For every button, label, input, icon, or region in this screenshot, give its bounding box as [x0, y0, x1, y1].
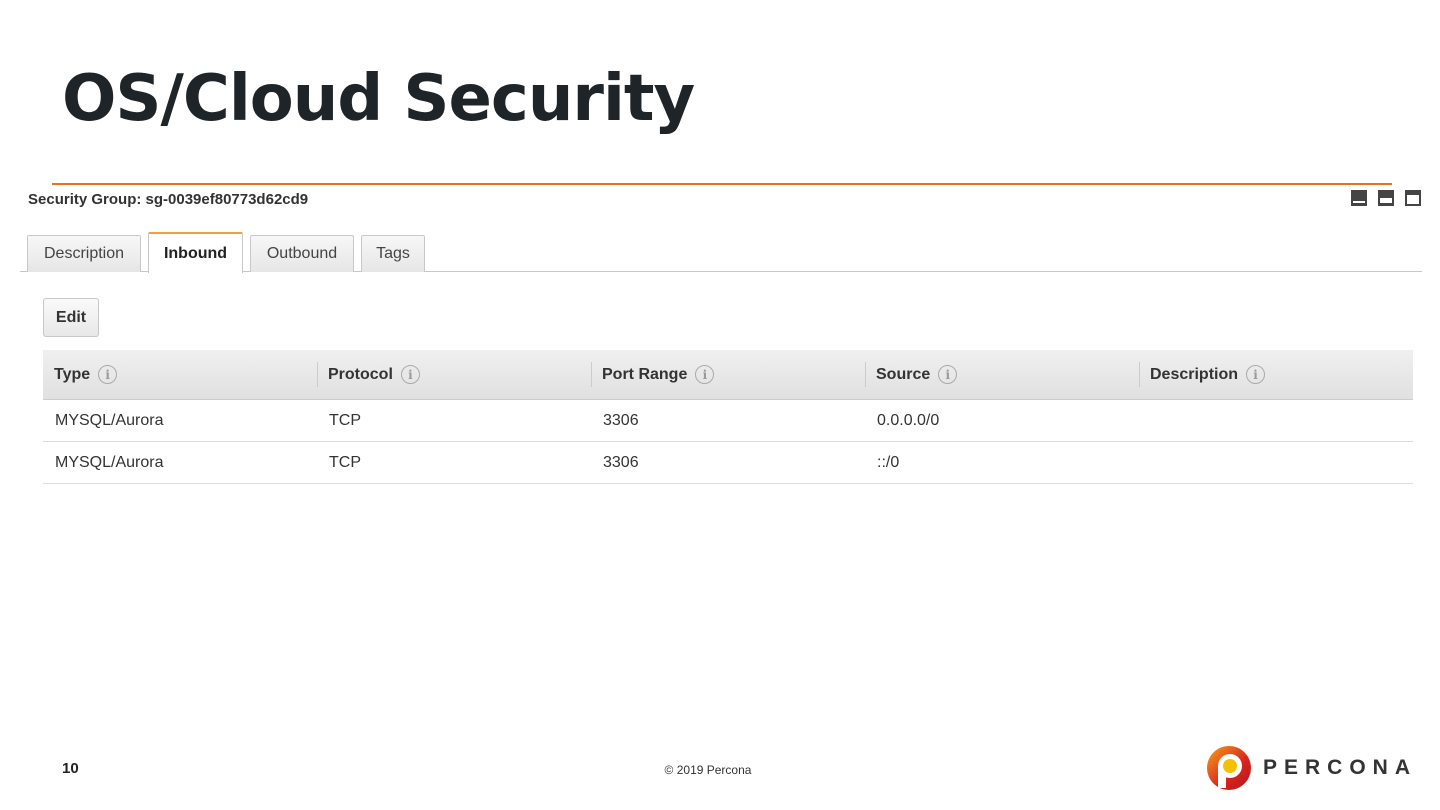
tab-outbound[interactable]: Outbound — [250, 235, 354, 272]
slide-title: OS/Cloud Security — [62, 62, 695, 136]
column-label: Source — [876, 365, 931, 383]
copyright: © 2019 Percona — [664, 763, 752, 777]
cell-source: ::/0 — [877, 453, 900, 471]
info-icon[interactable]: i — [400, 365, 420, 384]
cell-protocol: TCP — [329, 411, 361, 429]
cell-type: MYSQL/Aurora — [55, 411, 164, 429]
cell-port-range: 3306 — [603, 411, 639, 429]
column-header-port-range[interactable]: Port Range i — [591, 350, 865, 399]
cell-type: MYSQL/Aurora — [55, 453, 164, 471]
column-header-type[interactable]: Type i — [43, 350, 317, 399]
security-group-label: Security Group: sg-0039ef80773d62cd9 — [28, 191, 309, 208]
panel-split-icon[interactable] — [1378, 190, 1394, 206]
column-label: Protocol — [328, 365, 393, 383]
column-label: Description — [1150, 365, 1239, 383]
percona-logo-icon — [1207, 746, 1251, 790]
cell-description — [1139, 400, 1413, 441]
column-header-description[interactable]: Description i — [1139, 350, 1413, 399]
info-icon[interactable]: i — [938, 365, 958, 384]
column-header-protocol[interactable]: Protocol i — [317, 350, 591, 399]
tab-inbound[interactable]: Inbound — [148, 232, 243, 273]
info-icon[interactable]: i — [695, 365, 715, 384]
table-header: Type i Protocol i Port Range i Source i Desc… — [43, 350, 1413, 400]
edit-button[interactable]: Edit — [43, 298, 99, 337]
cell-port-range: 3306 — [603, 453, 639, 471]
tab-description[interactable]: Description — [27, 235, 141, 272]
info-icon[interactable]: i — [98, 365, 118, 384]
cell-source: 0.0.0.0/0 — [877, 411, 940, 429]
cell-description — [1139, 442, 1413, 483]
cell-protocol: TCP — [329, 453, 361, 471]
title-divider — [52, 183, 1392, 185]
tab-tags[interactable]: Tags — [361, 235, 425, 272]
page-number: 10 — [62, 760, 79, 777]
inbound-rules-table: Type i Protocol i Port Range i Source i Desc… — [43, 350, 1413, 484]
percona-logo: PERCONA — [1207, 746, 1417, 790]
logo-text: PERCONA — [1263, 756, 1418, 779]
table-row[interactable]: MYSQL/Aurora TCP 3306 0.0.0.0/0 — [43, 400, 1413, 442]
table-row[interactable]: MYSQL/Aurora TCP 3306 ::/0 — [43, 442, 1413, 484]
panel-top-icon[interactable] — [1405, 190, 1421, 206]
column-label: Type — [54, 365, 91, 383]
info-icon[interactable]: i — [1246, 365, 1266, 384]
column-header-source[interactable]: Source i — [865, 350, 1139, 399]
column-label: Port Range — [602, 365, 688, 383]
tab-bar: Description Inbound Outbound Tags — [20, 232, 1422, 273]
panel-bottom-icon[interactable] — [1351, 190, 1367, 206]
